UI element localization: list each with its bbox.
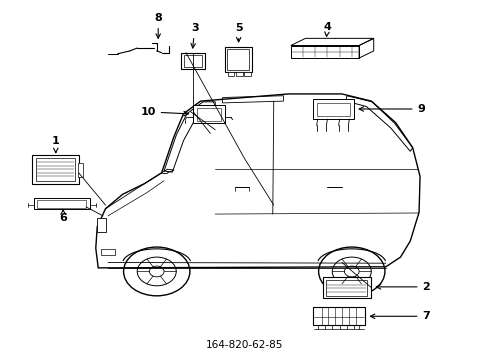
Text: 5: 5 <box>234 23 242 42</box>
Text: 10: 10 <box>140 107 188 117</box>
Text: 8: 8 <box>154 13 162 38</box>
Bar <box>101 249 115 255</box>
Text: 6: 6 <box>59 210 67 223</box>
Text: 3: 3 <box>190 23 198 48</box>
Text: 1: 1 <box>52 136 60 153</box>
Bar <box>193 105 224 123</box>
Text: 164-820-62-85: 164-820-62-85 <box>205 340 283 350</box>
Bar <box>36 158 75 181</box>
Bar <box>312 99 353 119</box>
Bar <box>37 200 86 208</box>
Bar <box>78 163 82 177</box>
Bar <box>316 103 349 116</box>
Bar <box>183 55 202 67</box>
Bar <box>32 155 79 184</box>
Text: 9: 9 <box>359 104 425 114</box>
Bar <box>227 72 234 76</box>
Bar <box>181 53 205 69</box>
Bar <box>322 277 370 298</box>
Text: 2: 2 <box>375 282 429 292</box>
Text: 4: 4 <box>323 22 331 36</box>
Bar <box>34 198 90 210</box>
Bar <box>244 72 250 76</box>
Bar <box>312 307 365 325</box>
Bar <box>196 108 221 121</box>
Bar <box>97 218 106 232</box>
Bar <box>224 46 251 72</box>
Text: 7: 7 <box>370 311 429 321</box>
Bar <box>236 72 242 76</box>
Bar <box>325 280 366 296</box>
Bar <box>227 49 248 70</box>
